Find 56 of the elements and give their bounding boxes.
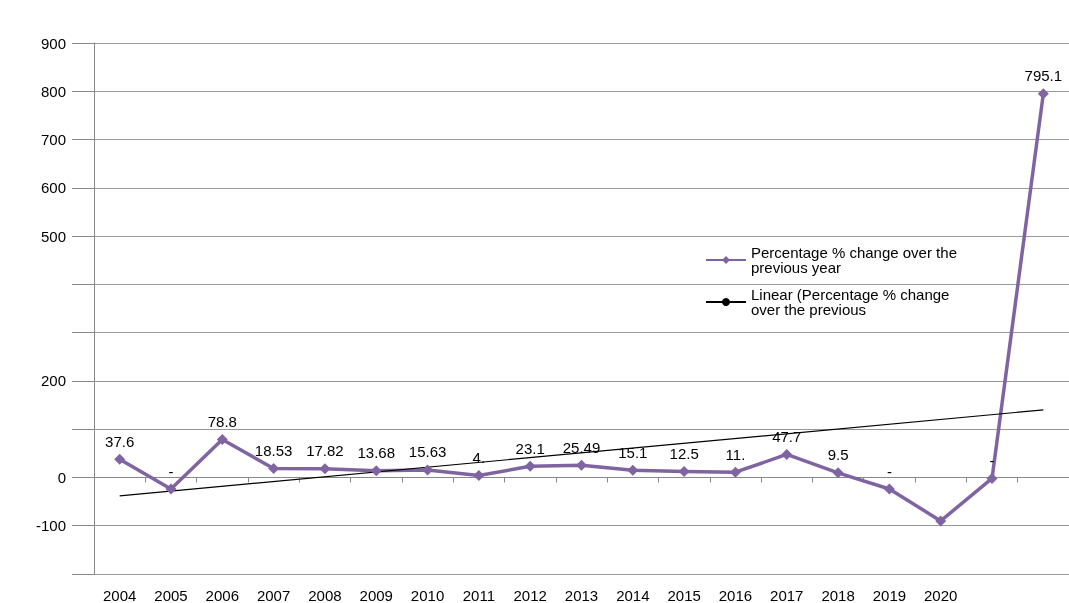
point <box>576 459 587 471</box>
x-tick-label: 2015 <box>667 587 701 603</box>
x-tick-label: 2018 <box>821 587 855 603</box>
x-tick-label: 2019 <box>872 587 907 603</box>
x-tick-label: 2004 <box>102 587 137 603</box>
data-label: 23.1 <box>515 439 545 457</box>
data-label: 795.1 <box>1024 67 1063 85</box>
x-tick-label: 2007 <box>256 587 291 603</box>
legend-label: Percentage % change over the previous year <box>751 244 962 276</box>
y-tick-label: 700 <box>40 131 66 149</box>
point <box>883 483 895 495</box>
point <box>370 465 382 477</box>
x-tick-label: 2012 <box>513 587 547 603</box>
y-tick-label: 500 <box>40 227 66 245</box>
legend-label: Linear (Percentage % change over the previous <box>751 286 954 318</box>
data-label: - <box>168 462 174 480</box>
point <box>524 460 536 472</box>
y-tick-label: 900 <box>40 34 66 52</box>
point <box>781 448 793 460</box>
x-tick-label: 2013 <box>564 587 599 603</box>
y-tick-label: 800 <box>40 82 66 100</box>
data-label: 13.68 <box>357 444 396 462</box>
y-tick-label: 600 <box>40 179 66 197</box>
x-tick-label: 2008 <box>308 587 342 603</box>
point <box>473 470 485 482</box>
point <box>165 483 177 495</box>
data-label: 17.82 <box>306 442 344 460</box>
point <box>216 433 228 445</box>
x-tick-label: 2011 <box>462 587 495 603</box>
x-tick-label: 2005 <box>154 587 188 603</box>
x-tick-label: 2009 <box>359 587 393 603</box>
y-tick-label: 0 <box>57 468 66 486</box>
data-label: 37.6 <box>105 432 135 450</box>
x-tick-label: 2006 <box>205 587 239 603</box>
data-label: 15.1 <box>618 443 648 461</box>
data-label: 4. <box>472 449 486 467</box>
data-label: 11. <box>725 445 746 463</box>
x-tick-label: 2014 <box>616 587 650 603</box>
point <box>114 453 126 465</box>
data-label: 18.53 <box>254 442 293 460</box>
point <box>1037 88 1049 100</box>
y-tick-label: 200 <box>40 372 66 390</box>
data-label: 25.49 <box>562 438 601 456</box>
x-tick-label: 2020 <box>924 587 958 603</box>
data-label: 15.63 <box>408 443 447 461</box>
data-label: - <box>989 451 995 469</box>
point <box>832 467 844 479</box>
point <box>935 515 947 527</box>
y-tick-label: -100 <box>35 517 66 535</box>
data-label: - <box>886 462 892 480</box>
x-tick-label: 2016 <box>718 587 753 603</box>
data-label: 78.8 <box>207 412 237 430</box>
x-tick-label: 2017 <box>770 587 804 603</box>
x-tick-label: 2010 <box>410 587 445 603</box>
data-label: 12.5 <box>669 444 699 462</box>
data-label: 9.5 <box>827 446 849 464</box>
